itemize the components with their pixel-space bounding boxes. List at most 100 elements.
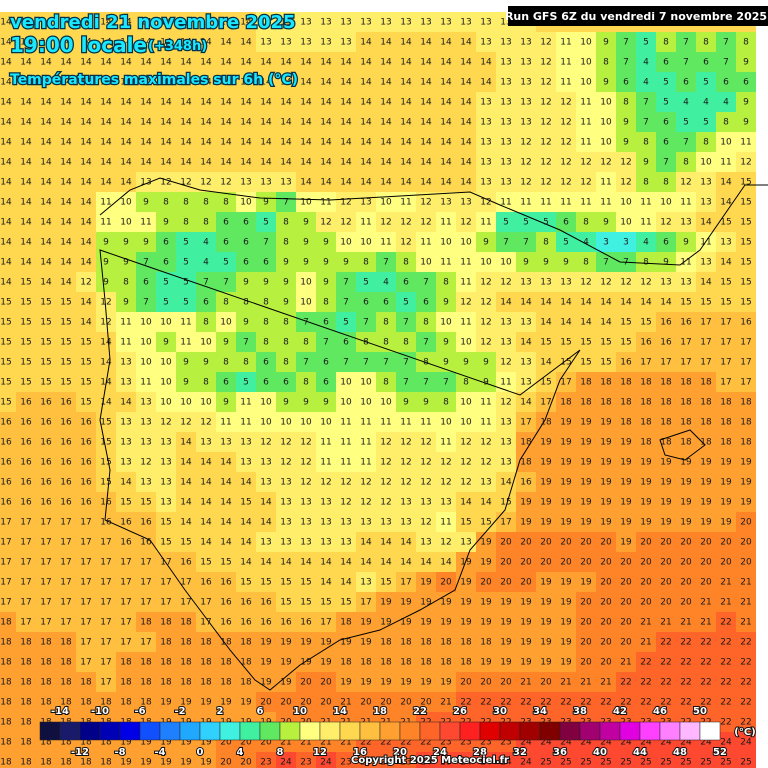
temperature-value: 14 (500, 298, 512, 308)
temperature-value: 14 (300, 138, 312, 148)
temperature-value: 15 (380, 578, 391, 588)
temperature-value: 14 (60, 158, 72, 168)
temperature-value: 8 (283, 238, 289, 248)
temperature-value: 19 (280, 658, 292, 668)
temperature-cell (656, 52, 676, 72)
temperature-value: 7 (243, 338, 249, 348)
temperature-cell (216, 32, 236, 52)
temperature-cell (96, 132, 116, 152)
temperature-value: 12 (360, 478, 371, 488)
temperature-value: 14 (460, 78, 472, 88)
temperature-value: 9 (103, 258, 109, 268)
temperature-value: 15 (0, 378, 11, 388)
temperature-value: 9 (123, 238, 129, 248)
temperature-value: 19 (560, 478, 572, 488)
temperature-value: 9 (303, 238, 309, 248)
temperature-value: 20 (640, 538, 652, 548)
temperature-cell (116, 12, 136, 32)
temperature-cell (116, 92, 136, 112)
temperature-value: 9 (563, 258, 569, 268)
temperature-value: 17 (720, 338, 731, 348)
temperature-value: 14 (260, 138, 272, 148)
temperature-value: 19 (480, 538, 492, 548)
temperature-value: 14 (220, 458, 232, 468)
temperature-value: 19 (380, 618, 392, 628)
temperature-value: 14 (400, 78, 412, 88)
temperature-cell (36, 92, 56, 112)
temperature-value: 14 (100, 138, 112, 148)
temperature-value: 14 (0, 238, 12, 248)
temperature-cell (436, 52, 456, 72)
temperature-value: 5 (523, 218, 529, 228)
temperature-value: 19 (360, 638, 372, 648)
temperature-value: 19 (520, 598, 532, 608)
temperature-value: 4 (683, 98, 689, 108)
temperature-value: 14 (220, 158, 232, 168)
temperature-value: 12 (420, 458, 431, 468)
temperature-value: 14 (100, 118, 112, 128)
temperature-value: 11 (480, 218, 491, 228)
temperature-value: 14 (360, 558, 372, 568)
temperature-value: 14 (200, 538, 212, 548)
temperature-value: 10 (440, 418, 452, 428)
temperature-value: 18 (240, 638, 252, 648)
temperature-value: 10 (140, 358, 152, 368)
temperature-cell (76, 92, 96, 112)
temperature-value: 14 (620, 298, 632, 308)
temperature-cell (336, 52, 356, 72)
temperature-value: 10 (620, 198, 632, 208)
temperature-value: 5 (263, 218, 269, 228)
temperature-value: 21 (720, 598, 731, 608)
temperature-cell (216, 112, 236, 132)
temperature-value: 16 (40, 418, 52, 428)
temperature-value: 11 (400, 418, 411, 428)
temperature-cell (616, 32, 636, 52)
legend-swatch (599, 721, 621, 741)
temperature-value: 12 (580, 158, 591, 168)
temperature-value: 12 (520, 138, 531, 148)
temperature-value: 7 (363, 358, 369, 368)
temperature-value: 20 (700, 558, 712, 568)
temperature-value: 9 (163, 218, 169, 228)
temperature-value: 12 (480, 438, 491, 448)
temperature-value: 11 (560, 58, 571, 68)
temperature-cell (96, 72, 116, 92)
temperature-cell (596, 92, 616, 112)
temperature-value: 14 (340, 178, 352, 188)
temperature-value: 14 (300, 118, 312, 128)
temperature-value: 14 (60, 278, 72, 288)
temperature-value: 8 (583, 218, 589, 228)
temperature-value: 18 (680, 398, 692, 408)
temperature-value: 19 (580, 438, 592, 448)
temperature-cell (416, 12, 436, 32)
temperature-value: 11 (640, 198, 651, 208)
temperature-value: 20 (220, 758, 232, 768)
temperature-value: 16 (260, 598, 272, 608)
temperature-value: 20 (580, 658, 592, 668)
temperature-cell (16, 72, 36, 92)
temperature-cell (376, 92, 396, 112)
temperature-value: 8 (423, 318, 429, 328)
temperature-value: 17 (100, 578, 111, 588)
temperature-value: 12 (380, 438, 391, 448)
temperature-value: 17 (40, 598, 51, 608)
copyright: Copyright 2025 Meteociel.fr (351, 755, 509, 766)
temperature-value: 12 (460, 458, 471, 468)
temperature-value: 8 (703, 138, 709, 148)
legend-swatch (439, 721, 461, 741)
legend-swatch (379, 721, 401, 741)
temperature-value: 8 (263, 338, 269, 348)
temperature-value: 8 (283, 338, 289, 348)
temperature-cell (536, 72, 556, 92)
temperature-value: 17 (40, 518, 51, 528)
temperature-value: 14 (0, 118, 12, 128)
temperature-value: 21 (740, 578, 751, 588)
temperature-value: 9 (103, 238, 109, 248)
temperature-value: 11 (440, 218, 451, 228)
temperature-value: 14 (360, 58, 372, 68)
temperature-cell (236, 72, 256, 92)
temperature-value: 20 (300, 678, 312, 688)
temperature-cell (276, 112, 296, 132)
temperature-cell (656, 92, 676, 112)
temperature-value: 12 (560, 158, 571, 168)
